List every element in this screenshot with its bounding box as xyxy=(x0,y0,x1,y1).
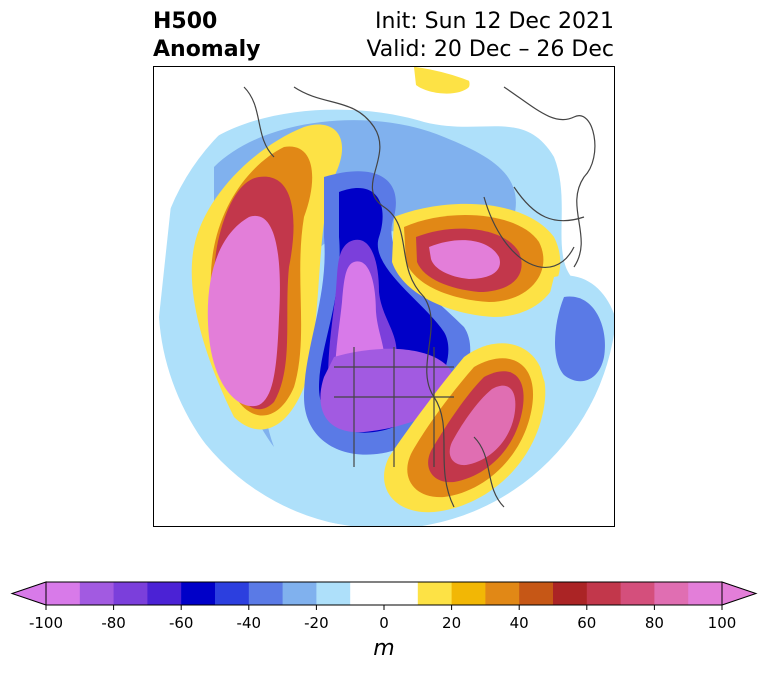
colorbar-segment xyxy=(688,582,723,605)
colorbar-segment xyxy=(586,582,622,605)
colorbar-unit-label: m xyxy=(373,636,395,661)
colorbar-segment xyxy=(417,582,453,605)
colorbar-segment xyxy=(79,582,115,605)
colorbar-segment xyxy=(248,582,284,605)
colorbar-tick-label: -100 xyxy=(29,614,63,632)
colorbar-tick-label: -60 xyxy=(169,614,194,632)
colorbar-tick-label: 20 xyxy=(442,614,461,632)
colorbar-segment xyxy=(451,582,486,605)
colorbar-tick-label: 100 xyxy=(708,614,737,632)
colorbar-tick-label: 40 xyxy=(510,614,529,632)
map-title-variable: H500 xyxy=(153,9,218,34)
map-panel xyxy=(153,66,615,527)
colorbar-graphic: -100 -80 -60 -40 -20 0 20 40 60 80 100 xyxy=(10,581,758,632)
colorbar-segment xyxy=(46,582,81,605)
colorbar-segment xyxy=(553,582,588,605)
colorbar-segment xyxy=(147,582,182,605)
colorbar-segment xyxy=(215,582,250,605)
colorbar-segment xyxy=(350,582,385,605)
anomaly-map xyxy=(159,67,614,526)
ridge-west-core xyxy=(207,215,280,407)
colorbar-segment xyxy=(485,582,520,605)
title-block-right: Init: Sun 12 Dec 2021 Valid: 20 Dec – 26… xyxy=(366,8,614,64)
map-title-type: Anomaly xyxy=(153,37,261,62)
coastline-lines xyxy=(243,86,596,508)
colorbar-tick-label: -80 xyxy=(101,614,126,632)
ridge-east-core xyxy=(449,385,516,466)
colorbar: -100 -80 -60 -40 -20 0 20 40 60 80 100 xyxy=(0,570,768,670)
ridge-top-patch xyxy=(414,67,470,94)
colorbar-tick-label: -40 xyxy=(237,614,262,632)
colorbar-segment xyxy=(181,582,216,605)
colorbar-segment xyxy=(384,582,419,605)
colorbar-extend-min xyxy=(10,581,47,606)
init-date-label: Init: Sun 12 Dec 2021 xyxy=(375,9,614,34)
colorbar-segment xyxy=(282,582,317,605)
title-block-left: H500 Anomaly xyxy=(153,8,260,64)
colorbar-segment xyxy=(113,582,148,605)
colorbar-extend-max xyxy=(721,581,758,606)
trough-east-blue xyxy=(555,296,605,382)
ridge-north-core xyxy=(429,240,500,279)
colorbar-tick-label: 0 xyxy=(379,614,389,632)
colorbar-segment xyxy=(316,582,351,605)
valid-range-label: Valid: 20 Dec – 26 Dec xyxy=(366,37,614,62)
colorbar-segment xyxy=(620,582,655,605)
colorbar-tick-label: 80 xyxy=(645,614,664,632)
colorbar-tick-label: -20 xyxy=(304,614,329,632)
colorbar-tick-label: 60 xyxy=(577,614,596,632)
colorbar-segment xyxy=(654,582,689,605)
colorbar-segment xyxy=(519,582,554,605)
